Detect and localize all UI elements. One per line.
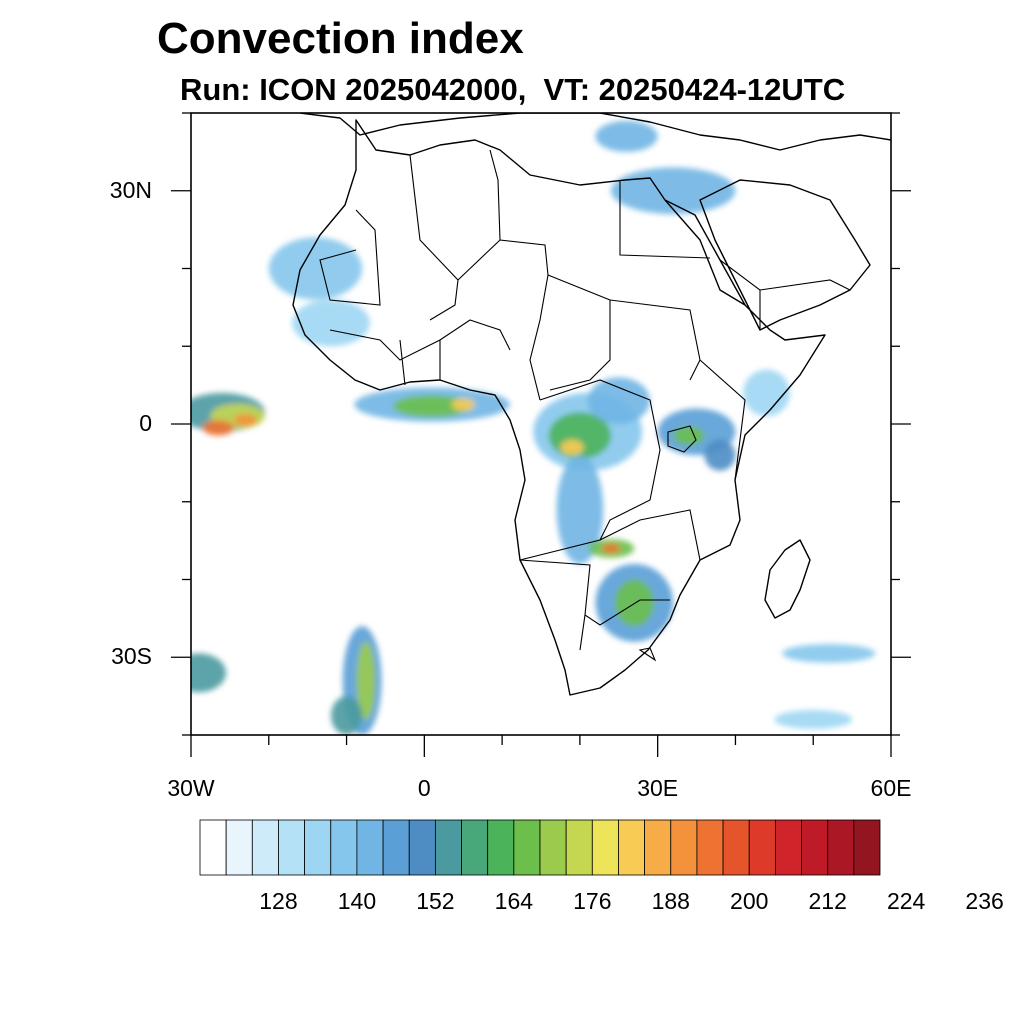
colorbar-swatch bbox=[644, 819, 672, 876]
colorbar-label: 200 bbox=[730, 888, 769, 914]
colorbar-label: 152 bbox=[416, 888, 455, 914]
colorbar-swatch bbox=[774, 819, 802, 876]
colorbar-swatch bbox=[539, 819, 567, 876]
colorbar-swatch bbox=[461, 819, 489, 876]
lake-victoria bbox=[667, 425, 697, 453]
colorbar-swatch bbox=[356, 819, 384, 876]
colorbar-swatch bbox=[278, 819, 306, 876]
colorbar-swatch bbox=[304, 819, 332, 876]
convection-region bbox=[393, 395, 471, 418]
colorbar-label: 212 bbox=[808, 888, 847, 914]
colorbar-swatch bbox=[827, 819, 855, 876]
map-title: Convection index bbox=[157, 14, 524, 63]
colorbar-label: 236 bbox=[965, 888, 1004, 914]
lat-tick-label: 0 bbox=[139, 410, 152, 436]
convection-region bbox=[268, 237, 363, 300]
africa-coastline bbox=[292, 119, 826, 696]
colorbar-label: 188 bbox=[651, 888, 690, 914]
convection-region bbox=[614, 579, 654, 627]
colorbar-swatch bbox=[722, 819, 750, 876]
colorbar-swatch bbox=[565, 819, 593, 876]
colorbar-swatch bbox=[670, 819, 698, 876]
convection-region bbox=[611, 167, 736, 215]
lon-tick-label: 30W bbox=[167, 775, 215, 801]
convection-region bbox=[331, 696, 363, 735]
convection-region bbox=[587, 377, 650, 424]
colorbar-swatch bbox=[853, 819, 881, 876]
convection-region bbox=[704, 439, 736, 471]
convection-region bbox=[560, 439, 584, 456]
colorbar-label: 140 bbox=[337, 888, 377, 914]
madagascar-coastline bbox=[764, 539, 811, 619]
colorbar-swatch bbox=[199, 819, 227, 876]
lon-tick-label: 60E bbox=[870, 775, 912, 801]
colorbar-swatch bbox=[408, 819, 436, 876]
colorbar-swatch bbox=[434, 819, 462, 876]
colorbar-swatch bbox=[801, 819, 829, 876]
europe-coastline bbox=[299, 113, 891, 151]
colorbar-swatch bbox=[225, 819, 253, 876]
convection-region bbox=[556, 455, 604, 564]
lon-tick-label: 0 bbox=[417, 775, 431, 801]
colorbar-swatch bbox=[487, 819, 515, 876]
convection-region bbox=[601, 543, 621, 554]
axis-ticks bbox=[171, 112, 911, 757]
colorbar-label: 176 bbox=[573, 888, 612, 914]
colorbar-label: 128 bbox=[259, 888, 298, 914]
colorbar-swatch bbox=[513, 819, 541, 876]
colorbar-swatch bbox=[251, 819, 279, 876]
convection-region bbox=[595, 120, 658, 152]
colorbar-swatch bbox=[618, 819, 646, 876]
colorbar-swatch bbox=[382, 819, 410, 876]
convection-region bbox=[191, 653, 226, 693]
convection-region bbox=[233, 413, 258, 427]
convection-region bbox=[782, 644, 876, 663]
convection-field bbox=[191, 120, 876, 735]
lat-tick-label: 30S bbox=[111, 643, 152, 670]
colorbar-swatch bbox=[591, 819, 619, 876]
colorbar bbox=[199, 819, 881, 876]
convection-region bbox=[743, 369, 790, 417]
lat-tick-label: 30N bbox=[109, 176, 152, 203]
convection-region bbox=[202, 420, 234, 436]
convection-region bbox=[292, 299, 370, 347]
colorbar-swatch bbox=[330, 819, 358, 876]
country-borders bbox=[319, 149, 851, 662]
red-sea-west bbox=[664, 199, 746, 306]
convection-region bbox=[673, 426, 705, 445]
lon-tick-label: 30E bbox=[637, 775, 679, 801]
map-subtitle: Run: ICON 2025042000, VT: 20250424-12UTC bbox=[180, 72, 846, 107]
convection-region bbox=[356, 641, 376, 720]
convection-region bbox=[451, 398, 475, 411]
colorbar-swatch bbox=[696, 819, 724, 876]
colorbar-label: 164 bbox=[494, 888, 534, 914]
convection-region bbox=[774, 710, 853, 729]
colorbar-swatch bbox=[748, 819, 776, 876]
colorbar-label: 224 bbox=[886, 888, 926, 914]
